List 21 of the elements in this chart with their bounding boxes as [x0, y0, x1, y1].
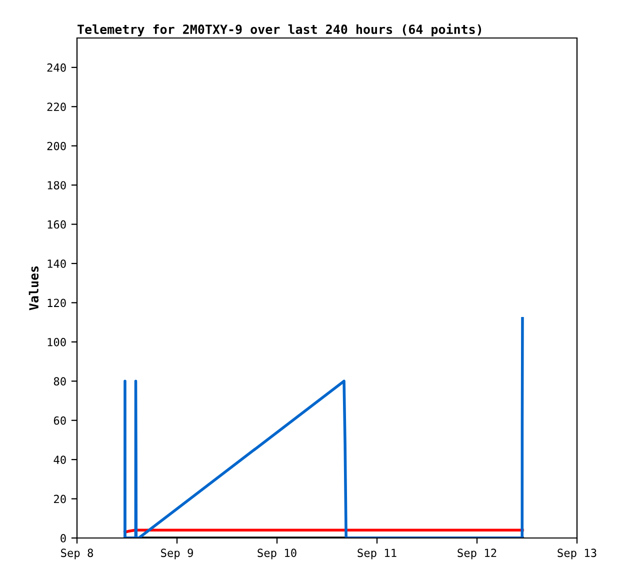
x-tick-label: Sep 8 [61, 548, 94, 560]
x-tick-label: Sep 12 [458, 548, 496, 560]
chart-title: Telemetry for 2M0TXY-9 over last 240 hours (64 points) [78, 24, 482, 36]
y-tick-label: 100 [48, 338, 66, 346]
y-tick-label: 40 [54, 456, 66, 464]
x-tick-label: Sep 9 [161, 548, 193, 560]
y-tick-label: 240 [47, 63, 66, 72]
y-axis-title: Values [28, 266, 39, 310]
y-tick-label: 140 [48, 259, 66, 268]
y-tick-label: 180 [48, 181, 66, 190]
y-tick-label: 80 [54, 377, 66, 386]
y-tick-label: 160 [48, 220, 66, 229]
y-tick-label: 220 [47, 102, 66, 112]
y-tick-label: 60 [54, 416, 66, 425]
x-tick-label: Sep 10 [258, 548, 296, 560]
x-tick-label: Sep 13 [558, 548, 596, 560]
y-tick-label: 20 [54, 494, 66, 504]
y-tick-label: 120 [48, 298, 66, 308]
y-tick-label: 200 [47, 142, 66, 150]
x-tick-label: Sep 11 [358, 548, 396, 560]
y-tick-label: 0 [60, 534, 66, 542]
